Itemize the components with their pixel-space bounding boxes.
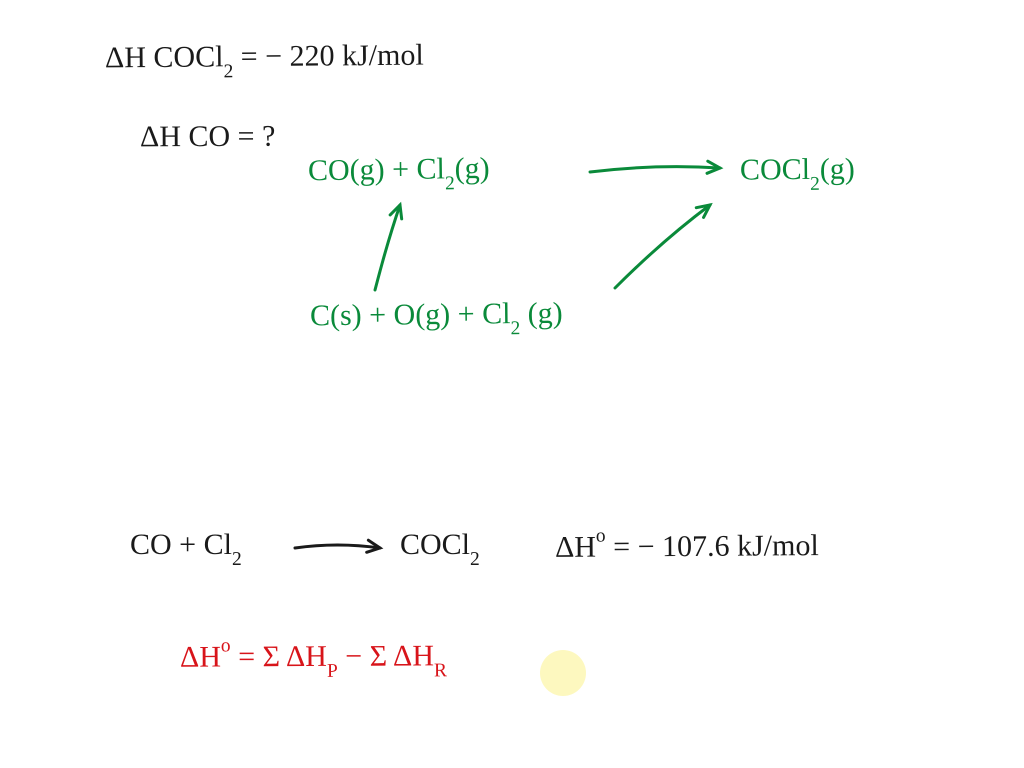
whiteboard-canvas: ΔH COCl2 = − 220 kJ/mol ΔH CO = ? CO(g) … <box>0 0 1024 768</box>
green-reaction-product: COCl2(g) <box>740 154 855 191</box>
black-reaction-product: COCl2 <box>400 530 480 566</box>
cursor-highlight <box>540 650 586 696</box>
enthalpy-co-unknown-line: ΔH CO = ? <box>140 122 276 153</box>
green-reaction-reactants: CO(g) + Cl2(g) <box>308 154 490 192</box>
enthalpy-cocl2-line: ΔH COCl2 = − 220 kJ/mol <box>105 41 424 79</box>
arrows-layer <box>0 0 1024 768</box>
black-reaction-enthalpy: ΔHo = − 107.6 kJ/mol <box>555 529 819 563</box>
green-elements-line: C(s) + O(g) + Cl2 (g) <box>310 299 563 337</box>
black-reaction-reactants: CO + Cl2 <box>130 530 242 566</box>
hess-law-formula: ΔHo = Σ ΔHP − Σ ΔHR <box>180 639 447 678</box>
